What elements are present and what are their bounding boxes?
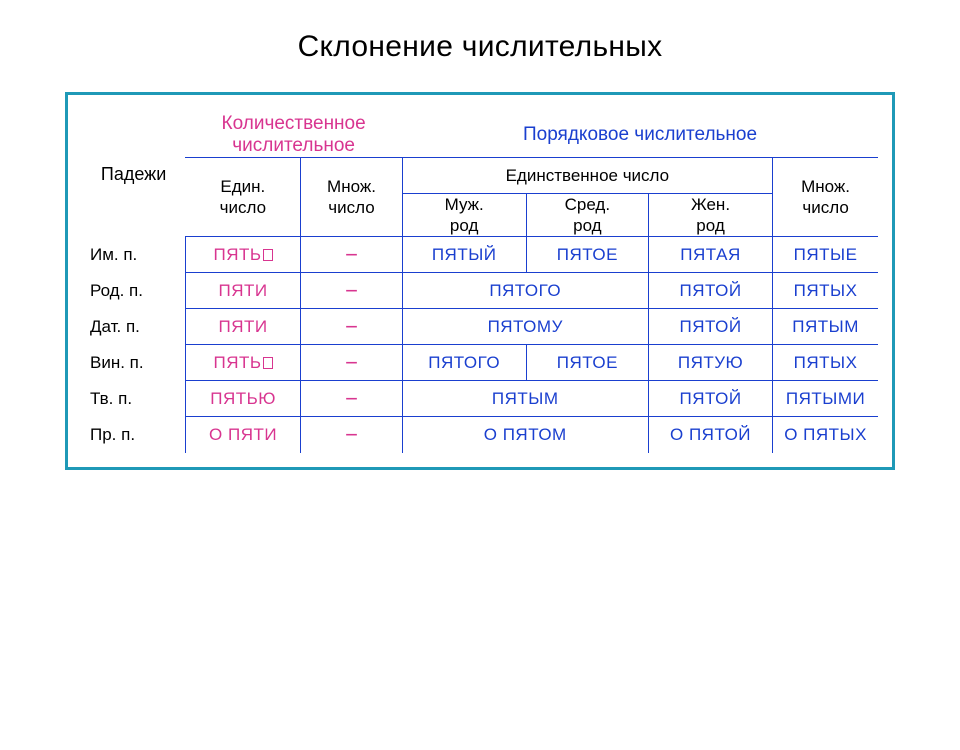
quantitative-singular-cell: ПЯТЬ	[185, 345, 301, 381]
header-masc-line1: Муж.	[445, 195, 484, 214]
header-ord-plural: Множ. число	[773, 158, 878, 237]
header-ord-plural-line2: число	[802, 198, 848, 217]
case-label: Им. п.	[82, 237, 185, 273]
quantitative-singular-cell: ПЯТИ	[185, 273, 301, 309]
quantitative-plural-cell: −	[301, 309, 402, 345]
header-quantitative: Количественное числительное	[185, 113, 402, 158]
table-body: Им. п.ПЯТЬ−ПЯТЫЙПЯТОЕПЯТАЯПЯТЫЕРод. п.ПЯ…	[82, 237, 878, 453]
ordinal-plural-cell: ПЯТЫЕ	[773, 237, 878, 273]
quantitative-plural-cell: −	[301, 237, 402, 273]
quantitative-singular-cell: ПЯТЬЮ	[185, 381, 301, 417]
ordinal-masc-cell: ПЯТОГО	[402, 345, 526, 381]
table-row: Дат. п.ПЯТИ−ПЯТОМУПЯТОЙПЯТЫМ	[82, 309, 878, 345]
quantitative-plural-cell: −	[301, 273, 402, 309]
header-quant-singular-line2: число	[220, 198, 266, 217]
case-label: Род. п.	[82, 273, 185, 309]
table-row: Тв. п.ПЯТЬЮ−ПЯТЫМПЯТОЙПЯТЫМИ	[82, 381, 878, 417]
quantitative-singular-cell: О ПЯТИ	[185, 417, 301, 453]
ordinal-plural-cell: ПЯТЫМ	[773, 309, 878, 345]
header-fem-line1: Жен.	[691, 195, 730, 214]
header-ord-singular: Единственное число	[402, 158, 773, 194]
header-quant-singular: Един. число	[185, 158, 301, 237]
case-label: Вин. п.	[82, 345, 185, 381]
case-label: Тв. п.	[82, 381, 185, 417]
ordinal-plural-cell: ПЯТЫМИ	[773, 381, 878, 417]
ordinal-plural-cell: ПЯТЫХ	[773, 345, 878, 381]
header-fem-line2: род	[696, 216, 724, 235]
ordinal-masc-neut-cell: ПЯТЫМ	[402, 381, 648, 417]
table-row: Род. п.ПЯТИ−ПЯТОГОПЯТОЙПЯТЫХ	[82, 273, 878, 309]
header-quantitative-line1: Количественное	[222, 113, 366, 134]
ordinal-fem-cell: ПЯТОЙ	[648, 381, 772, 417]
ordinal-masc-neut-cell: ПЯТОГО	[402, 273, 648, 309]
header-cases: Падежи	[82, 113, 185, 237]
ordinal-fem-cell: ПЯТОЙ	[648, 309, 772, 345]
header-quant-plural: Множ. число	[301, 158, 402, 237]
table-row: Пр. п.О ПЯТИ−О ПЯТОМО ПЯТОЙО ПЯТЫХ	[82, 417, 878, 453]
ordinal-plural-cell: ПЯТЫХ	[773, 273, 878, 309]
quantitative-plural-cell: −	[301, 345, 402, 381]
ordinal-fem-cell: ПЯТУЮ	[648, 345, 772, 381]
header-masc: Муж. род	[402, 194, 526, 237]
header-ord-plural-line1: Множ.	[801, 177, 850, 196]
declension-table: Падежи Количественное числительное Поряд…	[82, 113, 878, 453]
case-label: Пр. п.	[82, 417, 185, 453]
quantitative-singular-cell: ПЯТЬ	[185, 237, 301, 273]
quantitative-plural-cell: −	[301, 381, 402, 417]
header-neut-line2: род	[573, 216, 601, 235]
ordinal-plural-cell: О ПЯТЫХ	[773, 417, 878, 453]
ordinal-fem-cell: О ПЯТОЙ	[648, 417, 772, 453]
header-ordinal: Порядковое числительное	[402, 113, 878, 158]
ordinal-neut-cell: ПЯТОЕ	[526, 237, 648, 273]
header-quant-plural-line2: число	[328, 198, 374, 217]
header-quant-plural-line1: Множ.	[327, 177, 376, 196]
header-quant-singular-line1: Един.	[220, 177, 265, 196]
case-label: Дат. п.	[82, 309, 185, 345]
table-row: Вин. п.ПЯТЬ−ПЯТОГОПЯТОЕПЯТУЮПЯТЫХ	[82, 345, 878, 381]
table-row: Им. п.ПЯТЬ−ПЯТЫЙПЯТОЕПЯТАЯПЯТЫЕ	[82, 237, 878, 273]
header-masc-line2: род	[450, 216, 478, 235]
ending-box-icon	[263, 357, 273, 369]
header-neut-line1: Сред.	[565, 195, 610, 214]
quantitative-singular-cell: ПЯТИ	[185, 309, 301, 345]
ordinal-neut-cell: ПЯТОЕ	[526, 345, 648, 381]
header-fem: Жен. род	[648, 194, 772, 237]
ordinal-masc-cell: ПЯТЫЙ	[402, 237, 526, 273]
ordinal-fem-cell: ПЯТОЙ	[648, 273, 772, 309]
ordinal-fem-cell: ПЯТАЯ	[648, 237, 772, 273]
declension-table-frame: Падежи Количественное числительное Поряд…	[65, 92, 895, 470]
header-neut: Сред. род	[526, 194, 648, 237]
quantitative-plural-cell: −	[301, 417, 402, 453]
ordinal-masc-neut-cell: О ПЯТОМ	[402, 417, 648, 453]
ending-box-icon	[263, 249, 273, 261]
header-quantitative-line2: числительное	[232, 135, 355, 156]
page-title: Склонение числительных	[0, 30, 960, 64]
ordinal-masc-neut-cell: ПЯТОМУ	[402, 309, 648, 345]
